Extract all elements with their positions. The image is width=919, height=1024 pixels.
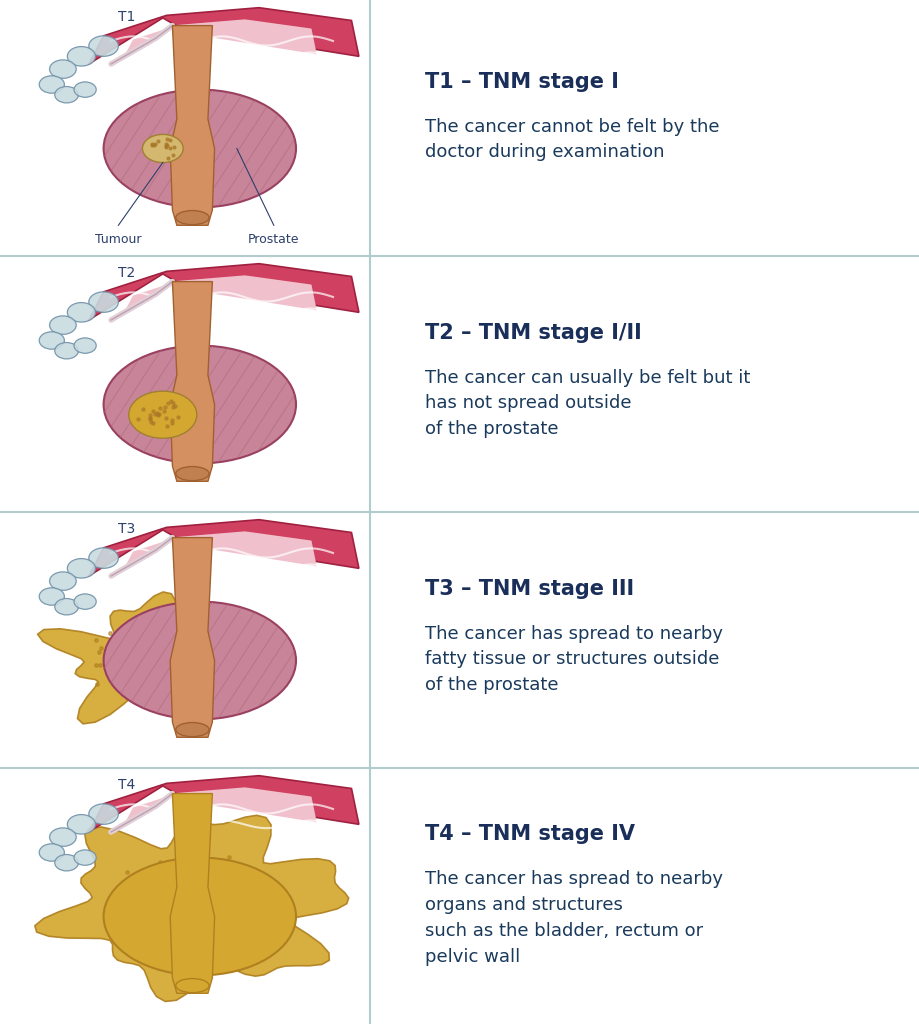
Circle shape [89,36,119,56]
Ellipse shape [176,979,209,992]
Text: T1 – TNM stage I: T1 – TNM stage I [425,72,618,92]
Ellipse shape [176,211,209,224]
Ellipse shape [176,467,209,480]
Ellipse shape [104,90,296,208]
Circle shape [89,548,119,568]
Circle shape [67,815,96,834]
Polygon shape [122,19,316,59]
Polygon shape [170,794,214,993]
Polygon shape [170,538,214,737]
Circle shape [55,598,78,614]
Polygon shape [89,776,358,831]
Circle shape [67,46,96,66]
Text: T4 – TNM stage IV: T4 – TNM stage IV [425,824,634,845]
Circle shape [50,59,76,79]
Circle shape [50,315,76,335]
Text: T1: T1 [119,10,136,25]
Polygon shape [170,26,214,225]
Polygon shape [122,275,316,315]
Text: The cancer has spread to nearby
fatty tissue or structures outside
of the prosta: The cancer has spread to nearby fatty ti… [425,625,722,694]
Text: T2 – TNM stage I/II: T2 – TNM stage I/II [425,323,641,343]
Circle shape [89,292,119,312]
Circle shape [74,338,96,353]
Circle shape [40,332,64,349]
Text: The cancer can usually be felt but it
has not spread outside
of the prostate: The cancer can usually be felt but it ha… [425,369,750,438]
Circle shape [55,342,78,359]
Ellipse shape [104,346,296,464]
Polygon shape [122,787,316,827]
Ellipse shape [104,602,296,719]
Text: The cancer has spread to nearby
organs and structures
such as the bladder, rectu: The cancer has spread to nearby organs a… [425,870,722,966]
Circle shape [74,82,96,97]
Circle shape [50,827,76,846]
Text: T2: T2 [119,266,135,281]
Polygon shape [89,520,358,575]
Polygon shape [89,8,358,63]
Polygon shape [38,592,244,724]
Circle shape [40,588,64,605]
Circle shape [74,850,96,865]
Circle shape [142,134,183,163]
Circle shape [89,804,119,824]
Text: T3 – TNM stage III: T3 – TNM stage III [425,579,633,599]
Polygon shape [122,531,316,571]
Polygon shape [35,815,348,1001]
Circle shape [67,303,96,322]
Ellipse shape [176,723,209,736]
Circle shape [129,391,197,438]
Polygon shape [170,282,214,481]
Text: T4: T4 [119,778,135,793]
Text: Tumour: Tumour [95,233,142,246]
Circle shape [67,559,96,578]
Ellipse shape [104,858,296,975]
Text: Prostate: Prostate [248,233,300,246]
Circle shape [74,594,96,609]
Circle shape [40,844,64,861]
Circle shape [50,571,76,590]
Text: The cancer cannot be felt by the
doctor during examination: The cancer cannot be felt by the doctor … [425,118,719,162]
Circle shape [55,87,78,103]
Polygon shape [89,264,358,319]
Text: T3: T3 [119,522,135,537]
Circle shape [55,854,78,870]
Circle shape [40,76,64,93]
